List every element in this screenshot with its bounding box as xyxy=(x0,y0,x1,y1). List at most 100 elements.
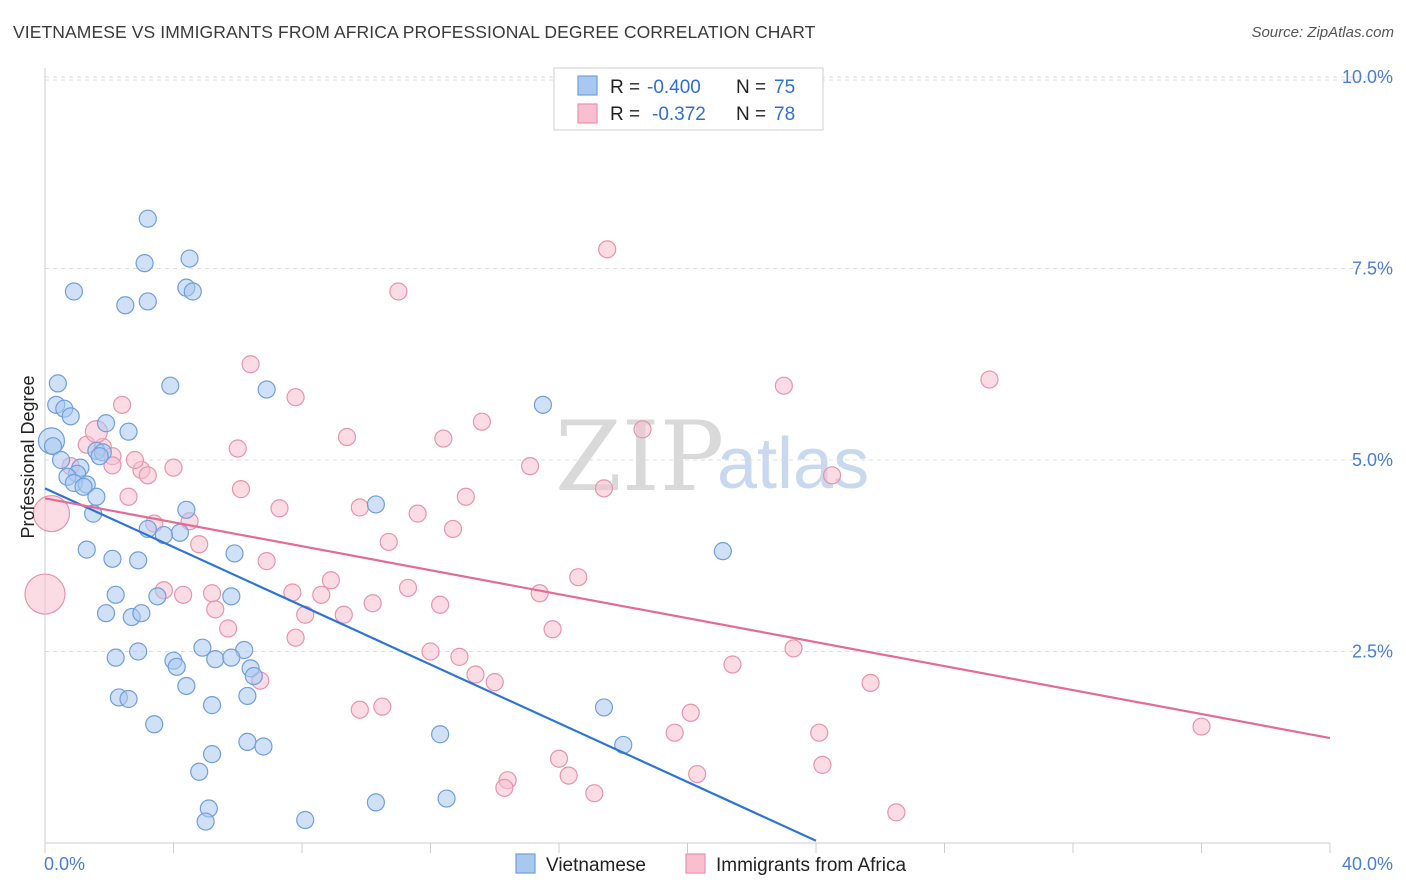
data-point-immigrants-from-africa xyxy=(241,355,260,374)
data-point-vietnamese xyxy=(177,676,196,696)
data-point-immigrants-from-africa xyxy=(334,605,353,624)
stats-pink-r-value: -0.372 xyxy=(652,104,706,125)
data-point-immigrants-from-africa xyxy=(485,673,504,692)
data-point-immigrants-from-africa xyxy=(431,595,450,614)
data-point-vietnamese xyxy=(170,523,190,542)
legend-label-vietnamese: Vietnamese xyxy=(546,855,646,876)
data-point-vietnamese xyxy=(106,648,125,667)
data-point-vietnamese xyxy=(202,745,222,764)
data-point-immigrants-from-africa xyxy=(421,642,440,661)
data-point-immigrants-from-africa xyxy=(337,427,357,447)
data-point-vietnamese xyxy=(225,544,244,563)
data-point-vietnamese xyxy=(222,587,241,606)
y-tick-label: 10.0% xyxy=(1342,67,1393,87)
data-point-immigrants-from-africa xyxy=(434,429,453,448)
stats-pink-swatch xyxy=(577,103,598,124)
data-point-immigrants-from-africa xyxy=(286,388,305,407)
data-point-immigrants-from-africa xyxy=(119,487,138,506)
data-point-vietnamese xyxy=(106,585,125,604)
data-point-immigrants-from-africa xyxy=(350,700,369,719)
data-point-immigrants-from-africa xyxy=(559,766,578,785)
data-point-immigrants-from-africa xyxy=(164,458,183,477)
y-axis-label: Professional Degree xyxy=(18,375,38,538)
chart-title: VIETNAMESE VS IMMIGRANTS FROM AFRICA PRO… xyxy=(13,22,816,42)
data-point-vietnamese xyxy=(43,437,63,456)
data-point-immigrants-from-africa xyxy=(585,784,604,803)
tick-labels: 2.5% 5.0% 7.5% 10.0% 0.0% 40.0% xyxy=(44,67,1393,874)
stats-box: R = -0.400 N = 75 R = -0.372 N = 78 xyxy=(553,67,824,131)
data-point-immigrants-from-africa xyxy=(822,466,842,485)
data-point-immigrants-from-africa xyxy=(174,585,193,604)
y-tick-label: 2.5% xyxy=(1352,642,1393,662)
data-point-vietnamese xyxy=(206,650,225,669)
stats-blue-n-value: 75 xyxy=(774,77,795,98)
data-point-vietnamese xyxy=(193,638,212,657)
x-tick-label: 40.0% xyxy=(1342,854,1393,874)
data-point-vietnamese xyxy=(594,698,614,717)
data-point-immigrants-from-africa xyxy=(373,697,392,716)
data-point-vietnamese xyxy=(61,407,80,426)
legend-swatch-vietnamese xyxy=(515,853,536,874)
y-tick-label: 5.0% xyxy=(1352,450,1393,470)
y-tick-label: 7.5% xyxy=(1352,259,1393,279)
data-point-vietnamese xyxy=(119,422,138,441)
data-point-vietnamese xyxy=(196,812,215,831)
data-point-vietnamese xyxy=(90,447,109,466)
data-point-vietnamese xyxy=(48,374,67,393)
data-point-immigrants-from-africa xyxy=(1192,717,1211,736)
data-point-vietnamese xyxy=(180,249,199,268)
legend-swatch-immigrants-from-africa xyxy=(685,853,706,874)
trend-line-immigrants-from-africa xyxy=(44,497,1331,740)
data-point-vietnamese xyxy=(257,380,276,399)
data-point-immigrants-from-africa xyxy=(408,504,427,523)
data-point-vietnamese xyxy=(296,810,315,830)
data-point-immigrants-from-africa xyxy=(450,647,469,666)
data-point-vietnamese xyxy=(96,604,116,623)
data-point-immigrants-from-africa xyxy=(24,573,66,615)
data-point-vietnamese xyxy=(96,414,116,433)
data-point-vietnamese xyxy=(87,487,106,506)
data-point-vietnamese xyxy=(132,604,151,623)
data-point-immigrants-from-africa xyxy=(813,755,832,774)
stats-pink-n-value: 78 xyxy=(774,104,795,125)
data-point-immigrants-from-africa xyxy=(103,456,122,475)
data-point-immigrants-from-africa xyxy=(228,439,247,458)
data-point-vietnamese xyxy=(244,666,263,686)
data-point-immigrants-from-africa xyxy=(887,803,906,822)
data-point-immigrants-from-africa xyxy=(681,703,700,722)
data-point-immigrants-from-africa xyxy=(980,370,999,389)
data-point-immigrants-from-africa xyxy=(286,628,305,647)
source-label: Source: ZipAtlas.com xyxy=(1251,24,1394,41)
data-point-vietnamese xyxy=(222,648,241,667)
data-point-vietnamese xyxy=(148,587,167,606)
data-point-immigrants-from-africa xyxy=(472,412,491,431)
data-point-vietnamese xyxy=(431,725,450,744)
data-point-immigrants-from-africa xyxy=(138,466,157,485)
data-point-immigrants-from-africa xyxy=(363,594,382,613)
stats-blue-r-label: R = xyxy=(610,77,640,98)
data-point-vietnamese xyxy=(129,551,148,570)
data-point-immigrants-from-africa xyxy=(350,498,369,517)
legend-label-immigrants-from-africa: Immigrants from Africa xyxy=(716,855,906,876)
data-point-vietnamese xyxy=(190,762,209,781)
data-point-immigrants-from-africa xyxy=(530,584,549,603)
data-point-immigrants-from-africa xyxy=(594,479,614,498)
data-point-immigrants-from-africa xyxy=(112,395,132,414)
data-point-immigrants-from-africa xyxy=(810,723,829,742)
data-point-immigrants-from-africa xyxy=(321,571,341,590)
data-point-vietnamese xyxy=(366,495,385,514)
data-point-immigrants-from-africa xyxy=(32,495,71,533)
data-point-immigrants-from-africa xyxy=(569,568,588,587)
data-point-vietnamese xyxy=(119,689,138,709)
data-point-vietnamese xyxy=(64,282,84,301)
stats-blue-swatch xyxy=(577,75,598,96)
data-point-vietnamese xyxy=(238,686,257,706)
watermark: ZIP atlas xyxy=(555,401,869,513)
stats-pink-r-label: R = xyxy=(610,104,640,125)
watermark-atlas: atlas xyxy=(717,424,869,504)
data-point-vietnamese xyxy=(437,789,456,808)
data-point-immigrants-from-africa xyxy=(665,723,684,742)
data-point-immigrants-from-africa xyxy=(312,585,331,604)
data-point-vietnamese xyxy=(167,657,186,676)
